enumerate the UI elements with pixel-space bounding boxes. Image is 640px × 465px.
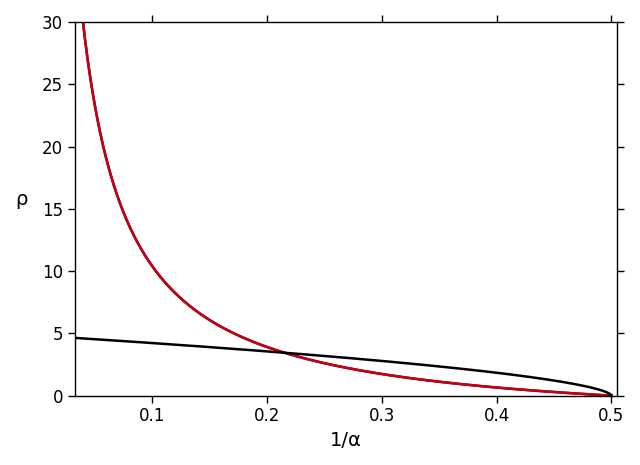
Y-axis label: ρ: ρ bbox=[15, 190, 28, 209]
X-axis label: 1/α: 1/α bbox=[330, 431, 362, 450]
